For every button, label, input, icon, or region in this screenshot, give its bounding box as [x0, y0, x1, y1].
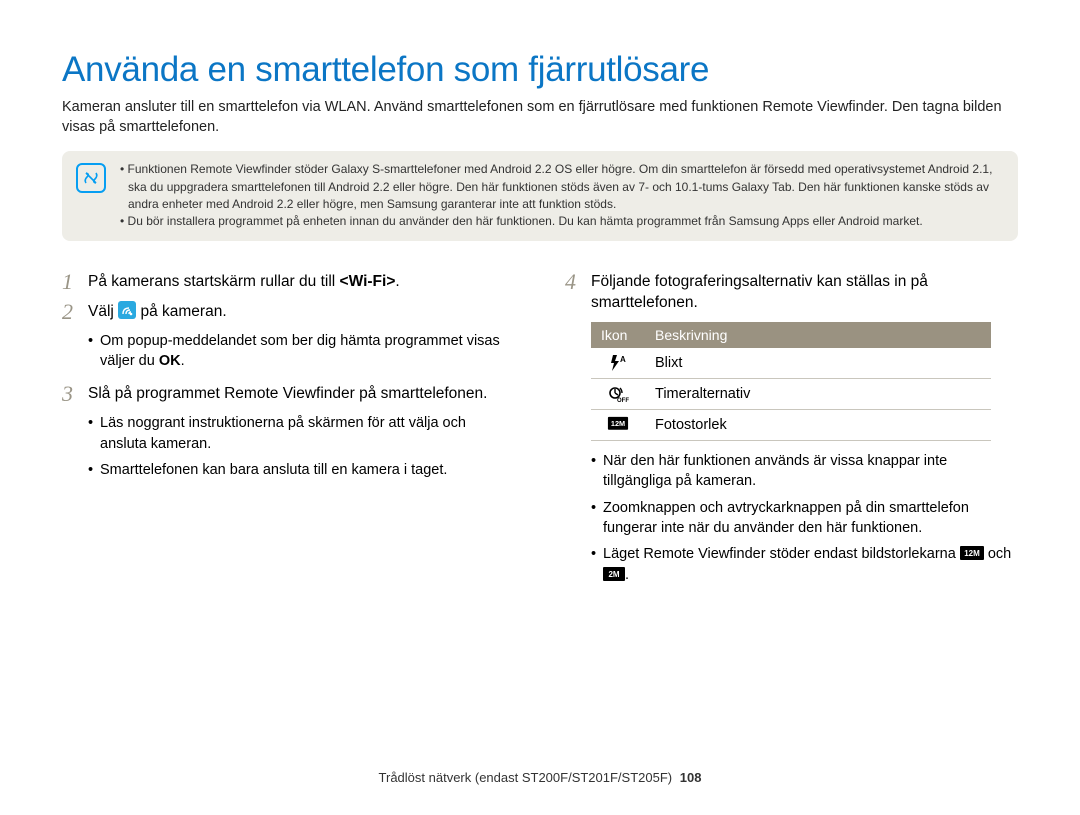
right-column: 4 Följande fotograferingsalternativ kan …	[565, 271, 1018, 597]
table-row: 12M Fotostorlek	[591, 410, 991, 441]
note-list: Funktionen Remote Viewfinder stöder Gala…	[118, 161, 1000, 231]
table-header-icon: Ikon	[591, 322, 645, 348]
left-column: 1 På kamerans startskärm rullar du till …	[62, 271, 515, 597]
timer-off-icon: OFF	[591, 379, 645, 410]
step-text: På kamerans startskärm rullar du till <W…	[88, 271, 515, 293]
table-row: OFF Timeralternativ	[591, 379, 991, 410]
page-footer: Trådlöst nätverk (endast ST200F/ST201F/S…	[0, 770, 1080, 785]
text: .	[625, 567, 629, 583]
bullet: När den här funktionen används är vissa …	[591, 451, 1018, 492]
intro-paragraph: Kameran ansluter till en smarttelefon vi…	[62, 98, 1018, 137]
table-cell: Timeralternativ	[645, 379, 991, 410]
bullet: Läget Remote Viewfinder stöder endast bi…	[591, 544, 1018, 585]
text: På kamerans startskärm rullar du till	[88, 273, 340, 290]
svg-text:12M: 12M	[964, 549, 980, 558]
note-box: Funktionen Remote Viewfinder stöder Gala…	[62, 151, 1018, 241]
text: .	[395, 273, 399, 290]
step-number: 4	[565, 271, 581, 314]
text: Läget Remote Viewfinder stöder endast bi…	[603, 546, 960, 562]
note-info-icon	[76, 163, 106, 193]
step-text: Följande fotograferingsalternativ kan st…	[591, 271, 1018, 314]
size-12m-icon: 12M	[960, 546, 984, 560]
note-item: Funktionen Remote Viewfinder stöder Gala…	[126, 161, 1000, 213]
step-2: 2 Välj på kameran.	[62, 301, 515, 323]
step-4: 4 Följande fotograferingsalternativ kan …	[565, 271, 1018, 314]
text: på kameran.	[140, 303, 226, 320]
wifi-tag: <Wi-Fi>	[340, 273, 396, 290]
step-3-bullets: Läs noggrant instruktionerna på skärmen …	[88, 413, 515, 480]
flash-auto-icon: A	[591, 348, 645, 379]
step-text: Välj på kameran.	[88, 301, 515, 323]
content-columns: 1 På kamerans startskärm rullar du till …	[62, 271, 1018, 597]
bullet: Läs noggrant instruktionerna på skärmen …	[88, 413, 515, 454]
page-number: 108	[680, 770, 702, 785]
bullet: Zoomknappen och avtryckarknappen på din …	[591, 498, 1018, 539]
page-title: Använda en smarttelefon som fjärrutlösar…	[62, 50, 1018, 90]
step-2-bullets: Om popup-meddelandet som ber dig hämta p…	[88, 331, 515, 372]
step-3: 3 Slå på programmet Remote Viewfinder på…	[62, 383, 515, 405]
options-table: Ikon Beskrivning A Blixt OFF Timeraltern…	[591, 322, 991, 441]
svg-text:A: A	[620, 355, 626, 364]
step-4-bullets: När den här funktionen används är vissa …	[591, 451, 1018, 585]
text: Välj	[88, 303, 118, 320]
table-cell: Fotostorlek	[645, 410, 991, 441]
size-12m-icon: 12M	[591, 410, 645, 441]
bullet: Om popup-meddelandet som ber dig hämta p…	[88, 331, 515, 372]
step-1: 1 På kamerans startskärm rullar du till …	[62, 271, 515, 293]
note-item: Du bör installera programmet på enheten …	[126, 213, 1000, 230]
bullet: Smarttelefonen kan bara ansluta till en …	[88, 460, 515, 480]
step-number: 3	[62, 383, 78, 405]
text: .	[181, 353, 185, 369]
table-header-desc: Beskrivning	[645, 322, 991, 348]
svg-text:OFF: OFF	[617, 398, 629, 403]
text: och	[988, 546, 1011, 562]
svg-text:12M: 12M	[611, 419, 625, 428]
step-number: 2	[62, 301, 78, 323]
size-2m-icon: 2M	[603, 567, 625, 581]
table-cell: Blixt	[645, 348, 991, 379]
remote-viewfinder-icon	[118, 301, 136, 319]
footer-text: Trådlöst nätverk (endast ST200F/ST201F/S…	[379, 770, 673, 785]
svg-text:2M: 2M	[608, 570, 619, 579]
table-row: A Blixt	[591, 348, 991, 379]
ok-bold: OK	[159, 353, 181, 369]
step-number: 1	[62, 271, 78, 293]
step-text: Slå på programmet Remote Viewfinder på s…	[88, 383, 515, 405]
